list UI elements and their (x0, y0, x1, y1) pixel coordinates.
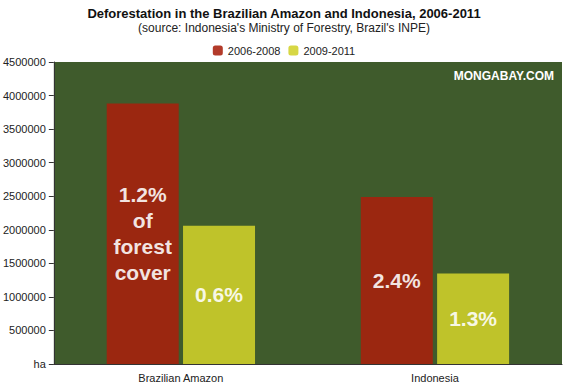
svg-text:2000000: 2000000 (3, 224, 46, 236)
svg-text:4000000: 4000000 (3, 90, 46, 102)
svg-text:Indonesia: Indonesia (411, 372, 460, 384)
svg-text:of: of (133, 209, 154, 232)
svg-text:MONGABAY.COM: MONGABAY.COM (454, 69, 554, 83)
svg-text:2009-2011: 2009-2011 (303, 45, 355, 57)
svg-text:1000000: 1000000 (3, 291, 46, 303)
svg-text:ha: ha (34, 358, 47, 370)
svg-text:2006-2008: 2006-2008 (228, 45, 281, 57)
svg-text:1.2%: 1.2% (119, 183, 167, 206)
svg-text:2500000: 2500000 (3, 190, 46, 202)
svg-text:3000000: 3000000 (3, 157, 46, 169)
svg-text:1.3%: 1.3% (449, 307, 497, 330)
svg-text:3500000: 3500000 (3, 123, 46, 135)
svg-text:0.6%: 0.6% (195, 283, 243, 306)
svg-text:1500000: 1500000 (3, 257, 46, 269)
svg-text:500000: 500000 (9, 324, 46, 336)
svg-text:4500000: 4500000 (3, 56, 46, 68)
svg-text:forest: forest (114, 235, 172, 258)
svg-text:cover: cover (115, 261, 171, 284)
svg-text:Deforestation in the Brazilian: Deforestation in the Brazilian Amazon an… (87, 6, 480, 21)
svg-text:(source: Indonesia's Ministry: (source: Indonesia's Ministry of Forestr… (138, 21, 430, 35)
svg-text:Brazilian Amazon: Brazilian Amazon (138, 372, 223, 384)
svg-text:2.4%: 2.4% (373, 269, 421, 292)
